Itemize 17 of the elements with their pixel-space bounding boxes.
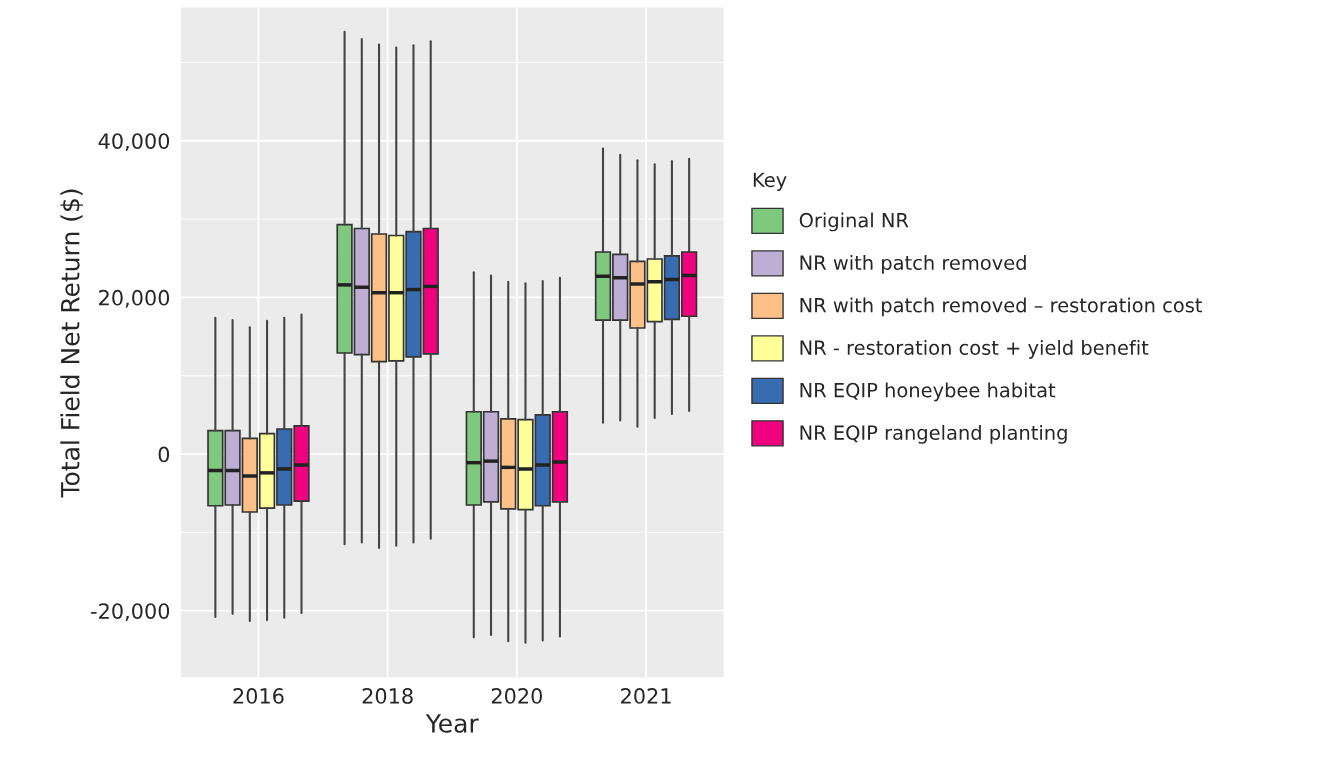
- y-tick-label: 0: [158, 446, 170, 463]
- y-tick-label: -20,000: [91, 603, 170, 622]
- legend-label: NR EQIP rangeland planting: [800, 424, 1067, 444]
- legend-label: NR EQIP honeybee habitat: [800, 382, 1056, 402]
- x-tick-label: 2018: [362, 688, 413, 704]
- x-tick-label: 2016: [233, 688, 284, 704]
- legend-label: NR with patch removed – restoration cost: [800, 297, 1203, 317]
- legend-label: Original NR: [799, 212, 909, 232]
- legend-label: NR with patch removed: [800, 254, 1026, 274]
- x-tick-label: 2021: [621, 688, 671, 704]
- legend-label: NR - restoration cost + yield benefit: [800, 339, 1149, 359]
- y-tick-label: 40,000: [98, 133, 170, 152]
- legend-title: Key: [753, 172, 787, 191]
- y-axis-title: Total Field Net Return ($): [60, 189, 83, 498]
- x-axis-title: Year: [425, 714, 479, 733]
- x-tick-label: 2020: [491, 688, 542, 704]
- y-tick-label: 20,000: [99, 289, 170, 308]
